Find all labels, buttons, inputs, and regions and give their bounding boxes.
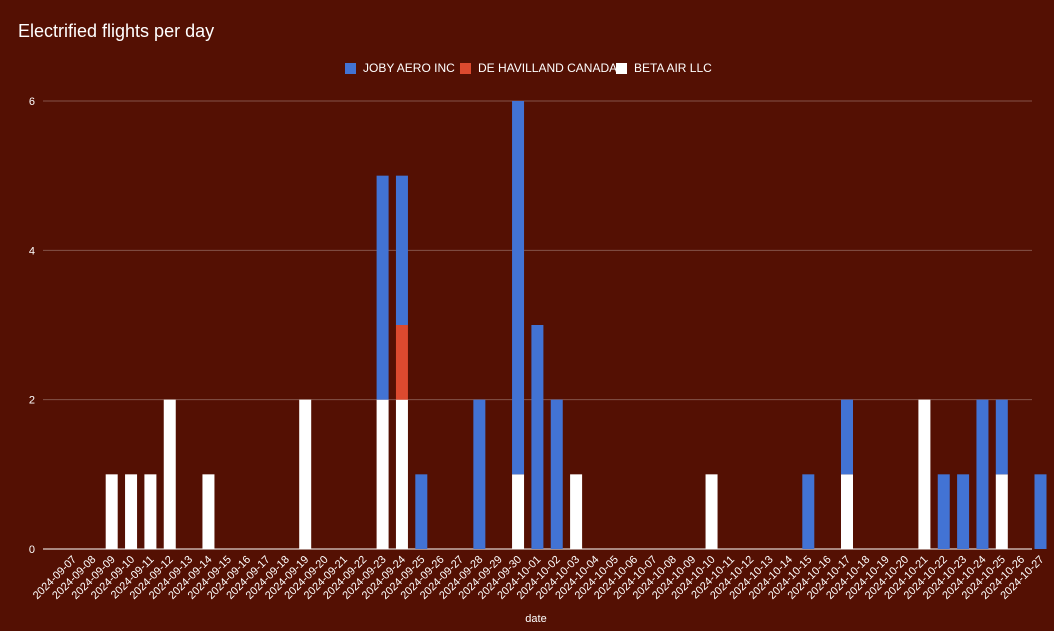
bar-segment bbox=[415, 474, 428, 549]
bar-segment bbox=[202, 474, 215, 549]
bar-segment bbox=[841, 399, 853, 475]
bar-segment bbox=[995, 399, 1008, 475]
chart-title: Electrified flights per day bbox=[18, 21, 214, 41]
bar-segment bbox=[395, 399, 408, 549]
y-tick-label: 0 bbox=[29, 544, 35, 556]
bar-segment bbox=[512, 474, 525, 549]
bar-segment bbox=[918, 399, 931, 549]
bars bbox=[105, 101, 1047, 549]
bar-segment bbox=[841, 474, 853, 549]
legend-swatch bbox=[345, 63, 356, 74]
legend: JOBY AERO INC DE HAVILLAND CANADA BETA AIR… bbox=[345, 61, 712, 75]
legend-label: JOBY AERO INC bbox=[363, 61, 455, 75]
y-axis: 0 2 4 6 bbox=[29, 96, 35, 556]
bar-segment bbox=[705, 474, 718, 549]
bar-segment bbox=[105, 474, 118, 549]
bar-segment bbox=[144, 474, 157, 549]
x-axis-label: date bbox=[525, 613, 546, 625]
bar-segment bbox=[570, 474, 583, 549]
x-axis: 2024-09-072024-09-082024-09-092024-09-10… bbox=[31, 554, 1047, 602]
bar-segment bbox=[995, 474, 1008, 549]
y-tick-label: 2 bbox=[29, 395, 35, 407]
bar-segment bbox=[376, 175, 389, 400]
bar-segment bbox=[976, 399, 989, 549]
bar-segment bbox=[957, 474, 970, 549]
bar-segment bbox=[395, 175, 408, 325]
bar-segment bbox=[395, 325, 408, 400]
bar-segment bbox=[512, 101, 525, 475]
bar-segment bbox=[299, 399, 312, 549]
bar-segment bbox=[376, 399, 389, 549]
bar-segment bbox=[550, 399, 563, 549]
bar-segment bbox=[937, 474, 950, 549]
bar-segment bbox=[802, 474, 815, 549]
legend-label: BETA AIR LLC bbox=[634, 61, 712, 75]
bar-segment bbox=[1034, 474, 1047, 549]
legend-swatch bbox=[460, 63, 471, 74]
bar-segment bbox=[531, 325, 544, 549]
legend-swatch bbox=[616, 63, 627, 74]
legend-label: DE HAVILLAND CANADA bbox=[478, 61, 617, 75]
y-tick-label: 6 bbox=[29, 96, 35, 108]
y-tick-label: 4 bbox=[29, 245, 35, 257]
bar-segment bbox=[125, 474, 138, 549]
bar-segment bbox=[163, 399, 176, 549]
bar-segment bbox=[473, 399, 486, 549]
